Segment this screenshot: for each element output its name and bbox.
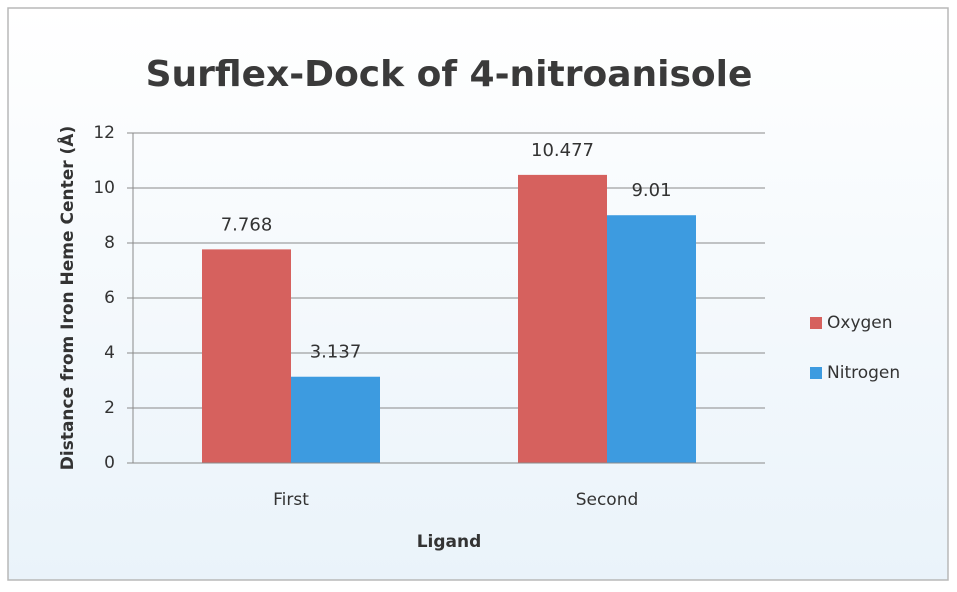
y-tick-label: 4	[104, 343, 115, 363]
bar	[518, 174, 607, 463]
data-label: 9.01	[631, 180, 671, 201]
legend-label: Oxygen	[827, 313, 893, 333]
chart-frame	[7, 7, 949, 581]
legend-label: Nitrogen	[827, 363, 900, 383]
bar	[607, 215, 696, 463]
y-tick-label: 6	[104, 288, 115, 308]
legend-swatch	[810, 367, 822, 379]
y-tick-label: 12	[93, 123, 115, 143]
data-label: 10.477	[531, 140, 594, 161]
data-label: 3.137	[310, 342, 362, 363]
legend-swatch	[810, 317, 822, 329]
bar	[291, 376, 380, 463]
data-label: 7.768	[221, 214, 273, 235]
y-axis-label: Distance from Iron Heme Center (Å)	[55, 126, 78, 470]
x-axis-label: Ligand	[417, 532, 482, 552]
y-tick-label: 10	[93, 178, 115, 198]
y-tick-label: 8	[104, 233, 115, 253]
y-tick-label: 2	[104, 398, 115, 418]
chart-title: Surflex-Dock of 4-nitroanisole	[146, 54, 753, 95]
y-tick-label: 0	[104, 453, 115, 473]
x-tick-label: Second	[576, 490, 639, 510]
bar	[202, 249, 291, 463]
x-tick-label: First	[273, 490, 309, 510]
